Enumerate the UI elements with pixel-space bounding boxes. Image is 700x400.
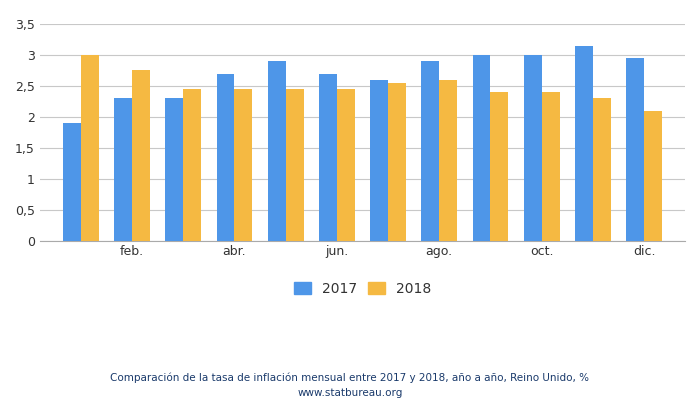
Bar (80, 55, 99, 241)
Text: Comparación de la tasa de inflación mensual entre 2017 y 2018, año a año, Reino : Comparación de la tasa de inflación mens… (111, 373, 589, 383)
Bar (319, 74, 337, 241)
Bar (216, 74, 235, 241)
Bar (286, 89, 304, 241)
Bar (63, 123, 80, 241)
Bar (388, 83, 406, 241)
Bar (473, 55, 491, 241)
Bar (626, 58, 644, 241)
Bar (132, 70, 150, 241)
Text: www.statbureau.org: www.statbureau.org (298, 388, 402, 398)
Bar (421, 61, 439, 241)
Bar (593, 98, 611, 241)
Bar (267, 61, 286, 241)
Bar (165, 98, 183, 241)
Legend: 2017, 2018: 2017, 2018 (290, 278, 435, 300)
Bar (439, 80, 457, 241)
Bar (575, 46, 593, 241)
Bar (491, 92, 508, 241)
Bar (114, 98, 132, 241)
Bar (542, 92, 559, 241)
Bar (370, 80, 388, 241)
Bar (644, 111, 662, 241)
Bar (234, 89, 252, 241)
Bar (524, 55, 542, 241)
Bar (183, 89, 201, 241)
Bar (337, 89, 355, 241)
